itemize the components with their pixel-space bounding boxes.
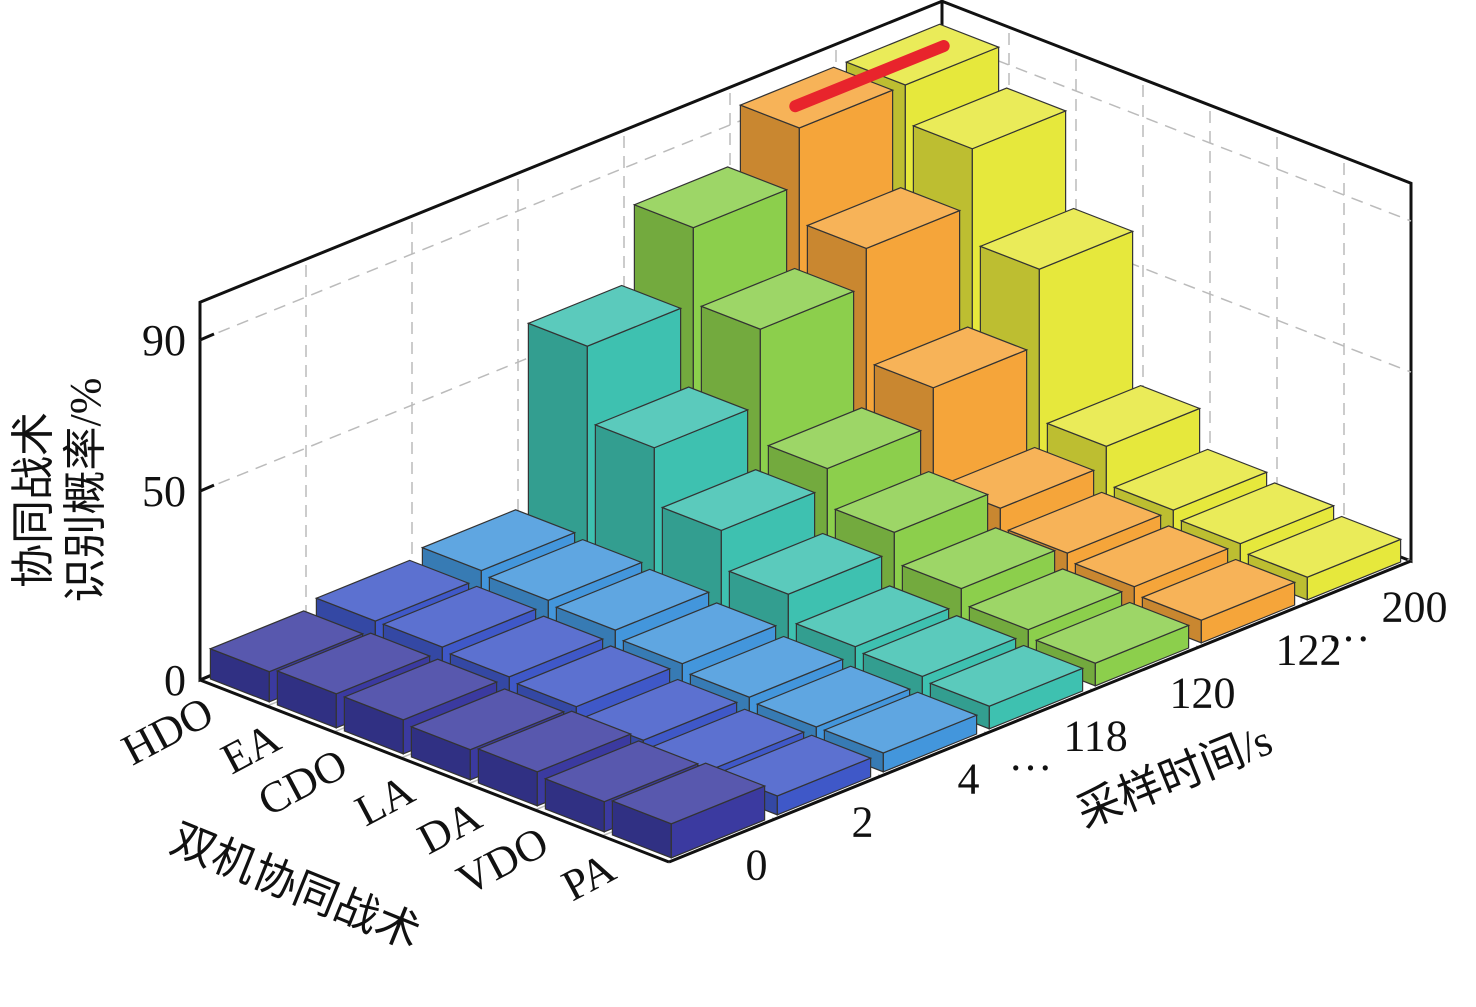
z-tick-label: 90 bbox=[142, 316, 186, 365]
bar-face bbox=[822, 691, 979, 754]
y-tick-label: 0 bbox=[745, 841, 767, 890]
bar-face bbox=[688, 635, 845, 698]
bar-face bbox=[1045, 384, 1202, 447]
bar-face bbox=[978, 207, 1135, 270]
bar-face bbox=[610, 762, 767, 825]
bar-face bbox=[487, 538, 644, 601]
bar-face bbox=[593, 386, 750, 449]
x-label: 双机协同战术 bbox=[164, 814, 427, 958]
y-tick-label: 4 bbox=[957, 755, 979, 804]
bar-face bbox=[727, 532, 884, 595]
x-tick-label: PA bbox=[554, 843, 623, 911]
bar-face bbox=[420, 509, 577, 572]
bar-face bbox=[794, 585, 951, 648]
bar-face bbox=[1006, 491, 1163, 554]
bar-face bbox=[660, 469, 817, 532]
bar bbox=[610, 762, 767, 859]
bar-face bbox=[448, 615, 605, 678]
bar-face bbox=[1246, 515, 1403, 578]
y-ellipsis: … bbox=[1008, 731, 1052, 780]
bar-face bbox=[699, 267, 856, 330]
z-tick-label: 50 bbox=[142, 467, 186, 516]
bar-face bbox=[409, 688, 566, 751]
bar-face bbox=[342, 658, 499, 721]
bar-face bbox=[515, 645, 672, 708]
bar bbox=[928, 644, 1085, 730]
bar-face bbox=[967, 568, 1124, 631]
z-tick bbox=[199, 483, 215, 493]
y-tick-label: 2 bbox=[851, 798, 873, 847]
bar-face bbox=[381, 585, 538, 648]
bar-face bbox=[1112, 448, 1269, 511]
highlight bbox=[789, 40, 950, 113]
bar-face bbox=[911, 87, 1068, 150]
axis-line bbox=[668, 559, 1412, 864]
y-ellipsis: … bbox=[1326, 602, 1370, 651]
bar-face bbox=[621, 602, 778, 665]
x-tick-label: LA bbox=[347, 765, 422, 836]
bar-face bbox=[861, 615, 1018, 678]
bar-face bbox=[1140, 558, 1297, 621]
bar-face bbox=[872, 326, 1029, 389]
y-tick-label: 122 bbox=[1275, 626, 1341, 675]
bar-face bbox=[1034, 601, 1191, 664]
bar-face bbox=[928, 644, 1085, 707]
bar-face bbox=[526, 284, 683, 347]
bar-face bbox=[632, 166, 789, 229]
bar-face bbox=[833, 470, 990, 533]
z-label: 识别概率/% bbox=[61, 378, 110, 603]
bar-face bbox=[476, 710, 633, 773]
z-tick bbox=[199, 332, 215, 342]
bar-face bbox=[1179, 482, 1336, 545]
y-tick-label: 118 bbox=[1063, 712, 1127, 761]
y-tick-label: 200 bbox=[1381, 583, 1447, 632]
bar-face bbox=[208, 610, 365, 673]
bar-face bbox=[314, 559, 471, 622]
bar-face bbox=[805, 187, 962, 250]
z-label: 协同战术 bbox=[9, 412, 58, 588]
bar-face bbox=[755, 665, 912, 728]
bar-face bbox=[766, 407, 923, 470]
y-tick-label: 120 bbox=[1169, 669, 1235, 718]
bar-face bbox=[554, 568, 711, 631]
axis-line bbox=[199, 678, 670, 864]
z-tick-label: 0 bbox=[164, 656, 186, 705]
bar-face bbox=[543, 740, 700, 803]
bar-face bbox=[900, 527, 1057, 590]
bar-face bbox=[275, 632, 432, 695]
bar-face bbox=[1073, 525, 1230, 588]
